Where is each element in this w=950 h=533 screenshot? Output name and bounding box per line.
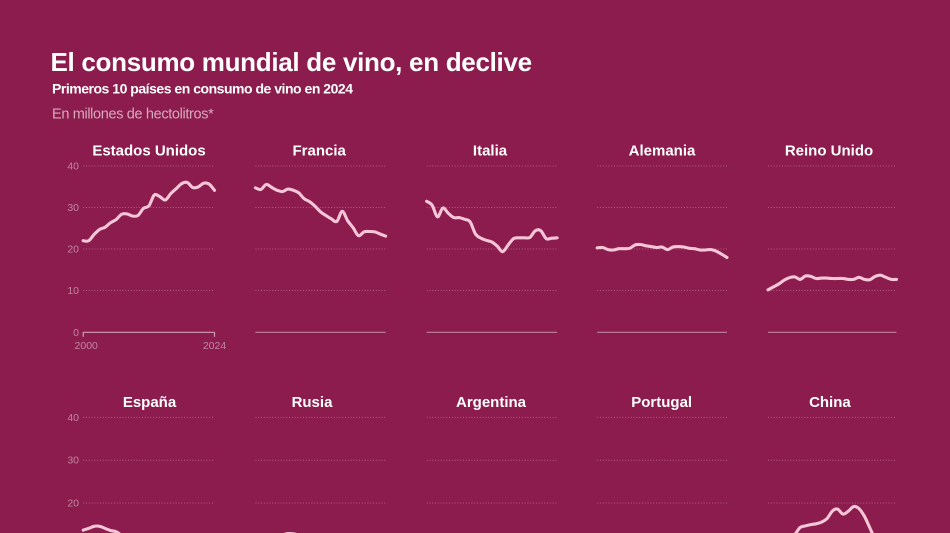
svg-text:40: 40 bbox=[67, 412, 79, 424]
svg-text:Primeros 10 países en consumo: Primeros 10 países en consumo de vino en… bbox=[52, 81, 353, 97]
svg-text:0: 0 bbox=[73, 327, 79, 339]
svg-text:Argentina: Argentina bbox=[456, 394, 527, 411]
svg-text:España: España bbox=[123, 394, 177, 411]
svg-text:2000: 2000 bbox=[75, 340, 99, 352]
svg-text:30: 30 bbox=[67, 455, 79, 467]
svg-text:Estados Unidos: Estados Unidos bbox=[92, 143, 205, 160]
svg-text:2024: 2024 bbox=[203, 340, 227, 352]
svg-text:20: 20 bbox=[67, 244, 79, 256]
svg-text:30: 30 bbox=[67, 202, 79, 214]
svg-text:20: 20 bbox=[67, 498, 79, 510]
svg-text:China: China bbox=[809, 394, 851, 411]
svg-text:Rusia: Rusia bbox=[292, 394, 334, 411]
svg-text:10: 10 bbox=[67, 285, 79, 297]
svg-text:Reino Unido: Reino Unido bbox=[785, 143, 873, 160]
svg-text:Italia: Italia bbox=[473, 143, 508, 160]
svg-text:Portugal: Portugal bbox=[631, 394, 692, 411]
svg-text:En millones de hectolitros*: En millones de hectolitros* bbox=[52, 107, 214, 123]
svg-text:Alemania: Alemania bbox=[629, 143, 696, 160]
svg-text:Francia: Francia bbox=[293, 143, 347, 160]
svg-text:El consumo mundial de vino, en: El consumo mundial de vino, en declive bbox=[51, 47, 532, 77]
svg-text:40: 40 bbox=[67, 161, 79, 173]
